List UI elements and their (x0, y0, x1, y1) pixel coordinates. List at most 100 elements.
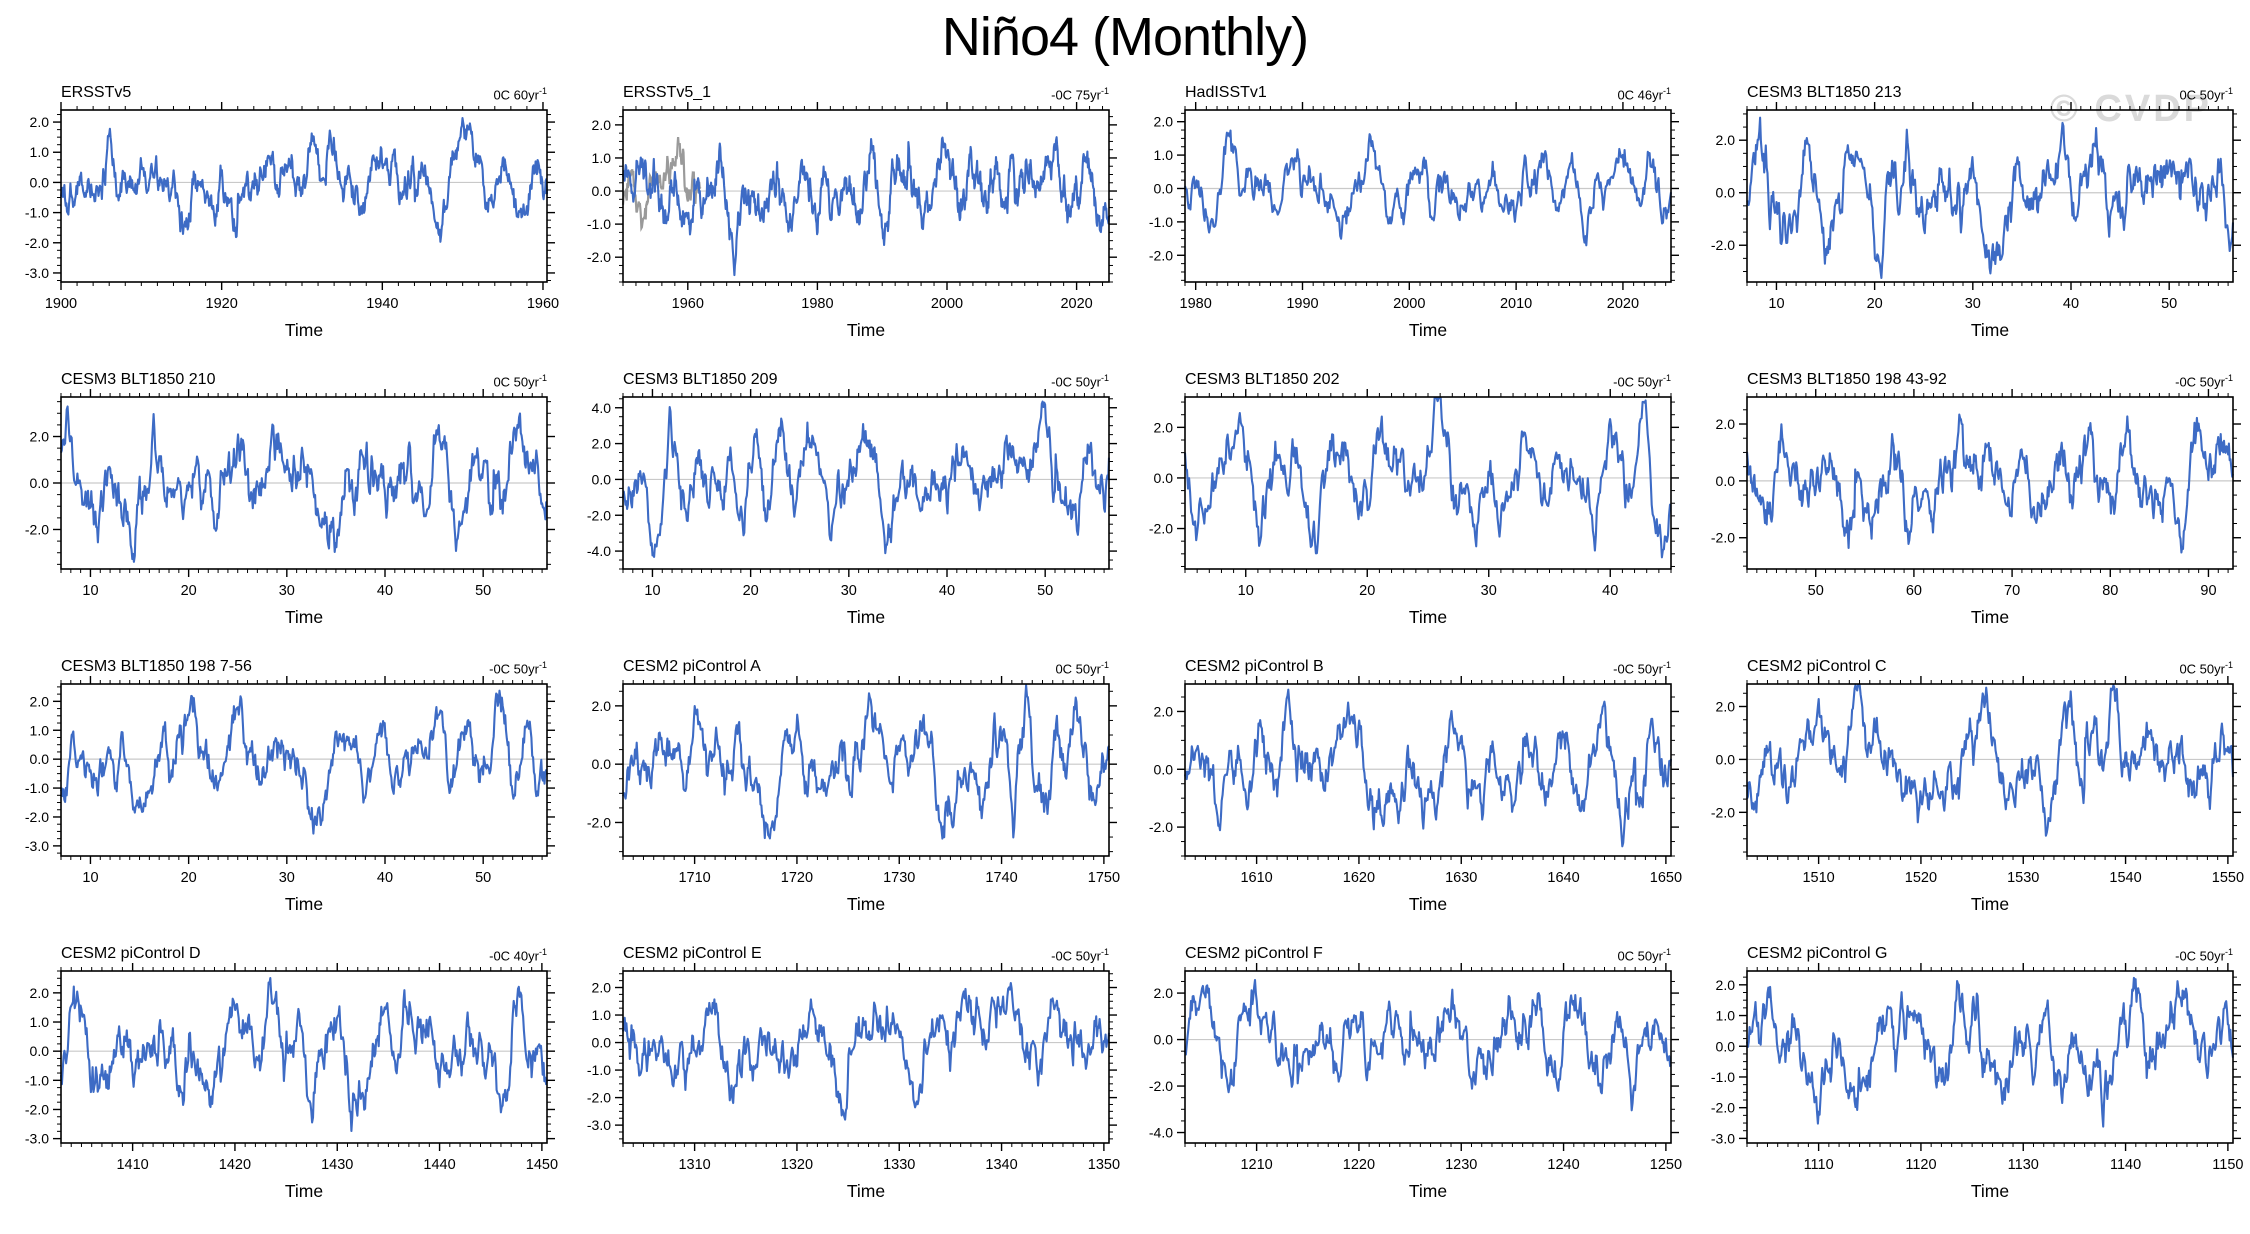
x-tick-label: 1730 (883, 870, 915, 886)
y-tick-label: -2.0 (1149, 1078, 1173, 1094)
y-tick-label: 0.0 (1154, 470, 1174, 486)
x-axis-label: Time (285, 1181, 323, 1201)
data-line (1746, 684, 2235, 837)
data-line (1183, 978, 1672, 1112)
x-tick-label: 40 (377, 870, 393, 886)
y-tick-label: 0.0 (1154, 180, 1174, 196)
x-tick-label: 10 (82, 870, 98, 886)
x-tick-label: 40 (2063, 296, 2079, 312)
x-tick-label: 1420 (219, 1157, 251, 1173)
panel-cesm2-picontrol-g: CESM2 piControl G -0C 50yr-1 2.0 1.0 0.0 -1.0… (1687, 941, 2249, 1228)
data-line (59, 977, 549, 1133)
data-line (621, 684, 1110, 840)
x-axis-label: Time (285, 320, 323, 340)
y-tick-label: 2.0 (592, 117, 612, 133)
trend-label: 0C 50yr-1 (1055, 659, 1109, 676)
timeseries-chart: 2.0 1.0 0.0 -1.0 -2.0 -3.0 1900 1920 1940 1960 Tim… (25, 102, 559, 340)
y-tick-label: -2.0 (587, 507, 611, 523)
y-tick-label: 0.0 (1716, 473, 1736, 489)
y-tick-label: -2.0 (1711, 237, 1735, 253)
y-tick-label: -3.0 (25, 1131, 49, 1147)
y-tick-label: 0.0 (30, 751, 50, 767)
y-tick-label: -2.0 (1149, 521, 1173, 537)
trend-label: -0C 50yr-1 (489, 659, 547, 676)
panel-title: CESM3 BLT1850 210 (61, 371, 216, 388)
panel-title: CESM3 BLT1850 198 43-92 (1747, 371, 1947, 388)
y-tick-label: -1.0 (25, 780, 49, 796)
panel-header: CESM3 BLT1850 209 -0C 50yr-1 (563, 367, 1125, 389)
panel-title: CESM3 BLT1850 198 7-56 (61, 658, 252, 675)
page-title: Niño4 (Monthly) (941, 7, 1309, 67)
x-tick-label: 1440 (423, 1157, 455, 1173)
y-tick-label: -1.0 (25, 1072, 49, 1088)
panel-header: CESM3 BLT1850 202 -0C 50yr-1 (1125, 367, 1687, 389)
x-tick-label: 1960 (672, 296, 704, 312)
x-axis-label: Time (1971, 894, 2009, 914)
x-tick-label: 1940 (366, 296, 398, 312)
y-tick-label: 0.0 (1716, 751, 1736, 767)
x-tick-label: 2020 (1060, 296, 1092, 312)
timeseries-chart: 2.0 0.0 -2.0 10 20 30 40 50 Time (1711, 102, 2241, 340)
panel-cesm3-blt1850-213: CESM3 BLT1850 213 0C 50yr-1 2.0 0.0 -2.0 10 20… (1687, 80, 2249, 367)
panel-title: ERSSTv5 (61, 84, 132, 101)
y-tick-label: -2.0 (587, 249, 611, 265)
x-tick-label: 20 (181, 870, 197, 886)
x-tick-label: 1430 (321, 1157, 353, 1173)
y-tick-label: -2.0 (25, 1101, 49, 1117)
x-tick-label: 30 (1481, 583, 1497, 599)
panel-cesm3-blt1850-198-43-92: CESM3 BLT1850 198 43-92 -0C 50yr-1 2.0 0.0 -… (1687, 367, 2249, 654)
trend-label: -0C 40yr-1 (489, 946, 547, 963)
data-line (60, 405, 548, 563)
data-line (1745, 413, 2235, 554)
panel-title: CESM2 piControl E (623, 945, 762, 962)
x-tick-label: 1150 (2212, 1157, 2243, 1173)
y-tick-label: 2.0 (592, 436, 612, 452)
y-tick-label: -2.0 (587, 1090, 611, 1106)
trend-label: 0C 50yr-1 (1617, 946, 1671, 963)
trend-label: -0C 50yr-1 (1613, 372, 1671, 389)
x-tick-label: 50 (475, 583, 491, 599)
x-tick-label: 1220 (1343, 1157, 1375, 1173)
data-line (59, 117, 549, 243)
x-tick-label: 1250 (1650, 1157, 1682, 1173)
x-tick-label: 1550 (2212, 870, 2244, 886)
y-tick-label: 2.0 (30, 985, 50, 1001)
panel-cesm3-blt1850-210: CESM3 BLT1850 210 0C 50yr-1 2.0 0.0 -2.0 10 20… (1, 367, 563, 654)
y-tick-label: -1.0 (25, 205, 49, 221)
x-tick-label: 50 (1037, 583, 1053, 599)
timeseries-chart: 2.0 1.0 0.0 -1.0 -2.0 1960 1980 2000 2020 Time (587, 102, 1117, 340)
x-tick-label: 1510 (1802, 870, 1834, 886)
y-tick-label: 2.0 (1716, 416, 1736, 432)
data-line (1745, 976, 2235, 1128)
x-tick-label: 1630 (1445, 870, 1477, 886)
timeseries-chart: 2.0 0.0 -2.0 50 60 70 80 90 Time (1711, 389, 2241, 627)
x-tick-label: 1330 (883, 1157, 915, 1173)
panel-ersstv5: ERSSTv5 0C 60yr-1 2.0 1.0 0.0 -1.0 -2.0 -3.0 190… (1, 80, 563, 367)
y-tick-label: 2.0 (592, 980, 612, 996)
y-tick-label: -2.0 (1711, 804, 1735, 820)
x-tick-label: 1120 (1905, 1157, 1936, 1173)
panel-header: CESM3 BLT1850 198 7-56 -0C 50yr-1 (1, 654, 563, 676)
x-tick-label: 40 (939, 583, 955, 599)
x-tick-label: 1340 (985, 1157, 1017, 1173)
y-tick-label: 1.0 (1154, 147, 1174, 163)
panel-cesm3-blt1850-209: CESM3 BLT1850 209 -0C 50yr-1 4.0 2.0 0.0 -2.0… (563, 367, 1125, 654)
data-line (1183, 688, 1673, 848)
panel-title: CESM3 BLT1850 209 (623, 371, 778, 388)
x-tick-label: 80 (2102, 583, 2118, 599)
timeseries-chart: 2.0 1.0 0.0 -1.0 -2.0 -3.0 1110 1120 1130 1140 115… (1711, 963, 2243, 1201)
timeseries-chart: 2.0 0.0 -2.0 10 20 30 40 50 Time (25, 389, 555, 627)
timeseries-chart: 2.0 1.0 0.0 -1.0 -2.0 -3.0 10 20 30 40 50 Time (25, 676, 555, 914)
panel-cesm2-picontrol-c: CESM2 piControl C 0C 50yr-1 2.0 0.0 -2.0 1510… (1687, 654, 2249, 941)
panel-header: CESM2 piControl D -0C 40yr-1 (1, 941, 563, 963)
panel-title: HadISSTv1 (1185, 84, 1267, 101)
y-tick-label: 0.0 (1154, 761, 1174, 777)
panel-title: CESM2 piControl G (1747, 945, 1888, 962)
x-tick-label: 1740 (985, 870, 1017, 886)
panel-cesm3-blt1850-198-7-56: CESM3 BLT1850 198 7-56 -0C 50yr-1 2.0 1.0 0.… (1, 654, 563, 941)
panel-cesm2-picontrol-a: CESM2 piControl A 0C 50yr-1 2.0 0.0 -2.0 1710… (563, 654, 1125, 941)
y-tick-label: 2.0 (30, 114, 50, 130)
y-tick-label: -4.0 (1149, 1125, 1173, 1141)
x-tick-label: 30 (1965, 296, 1981, 312)
